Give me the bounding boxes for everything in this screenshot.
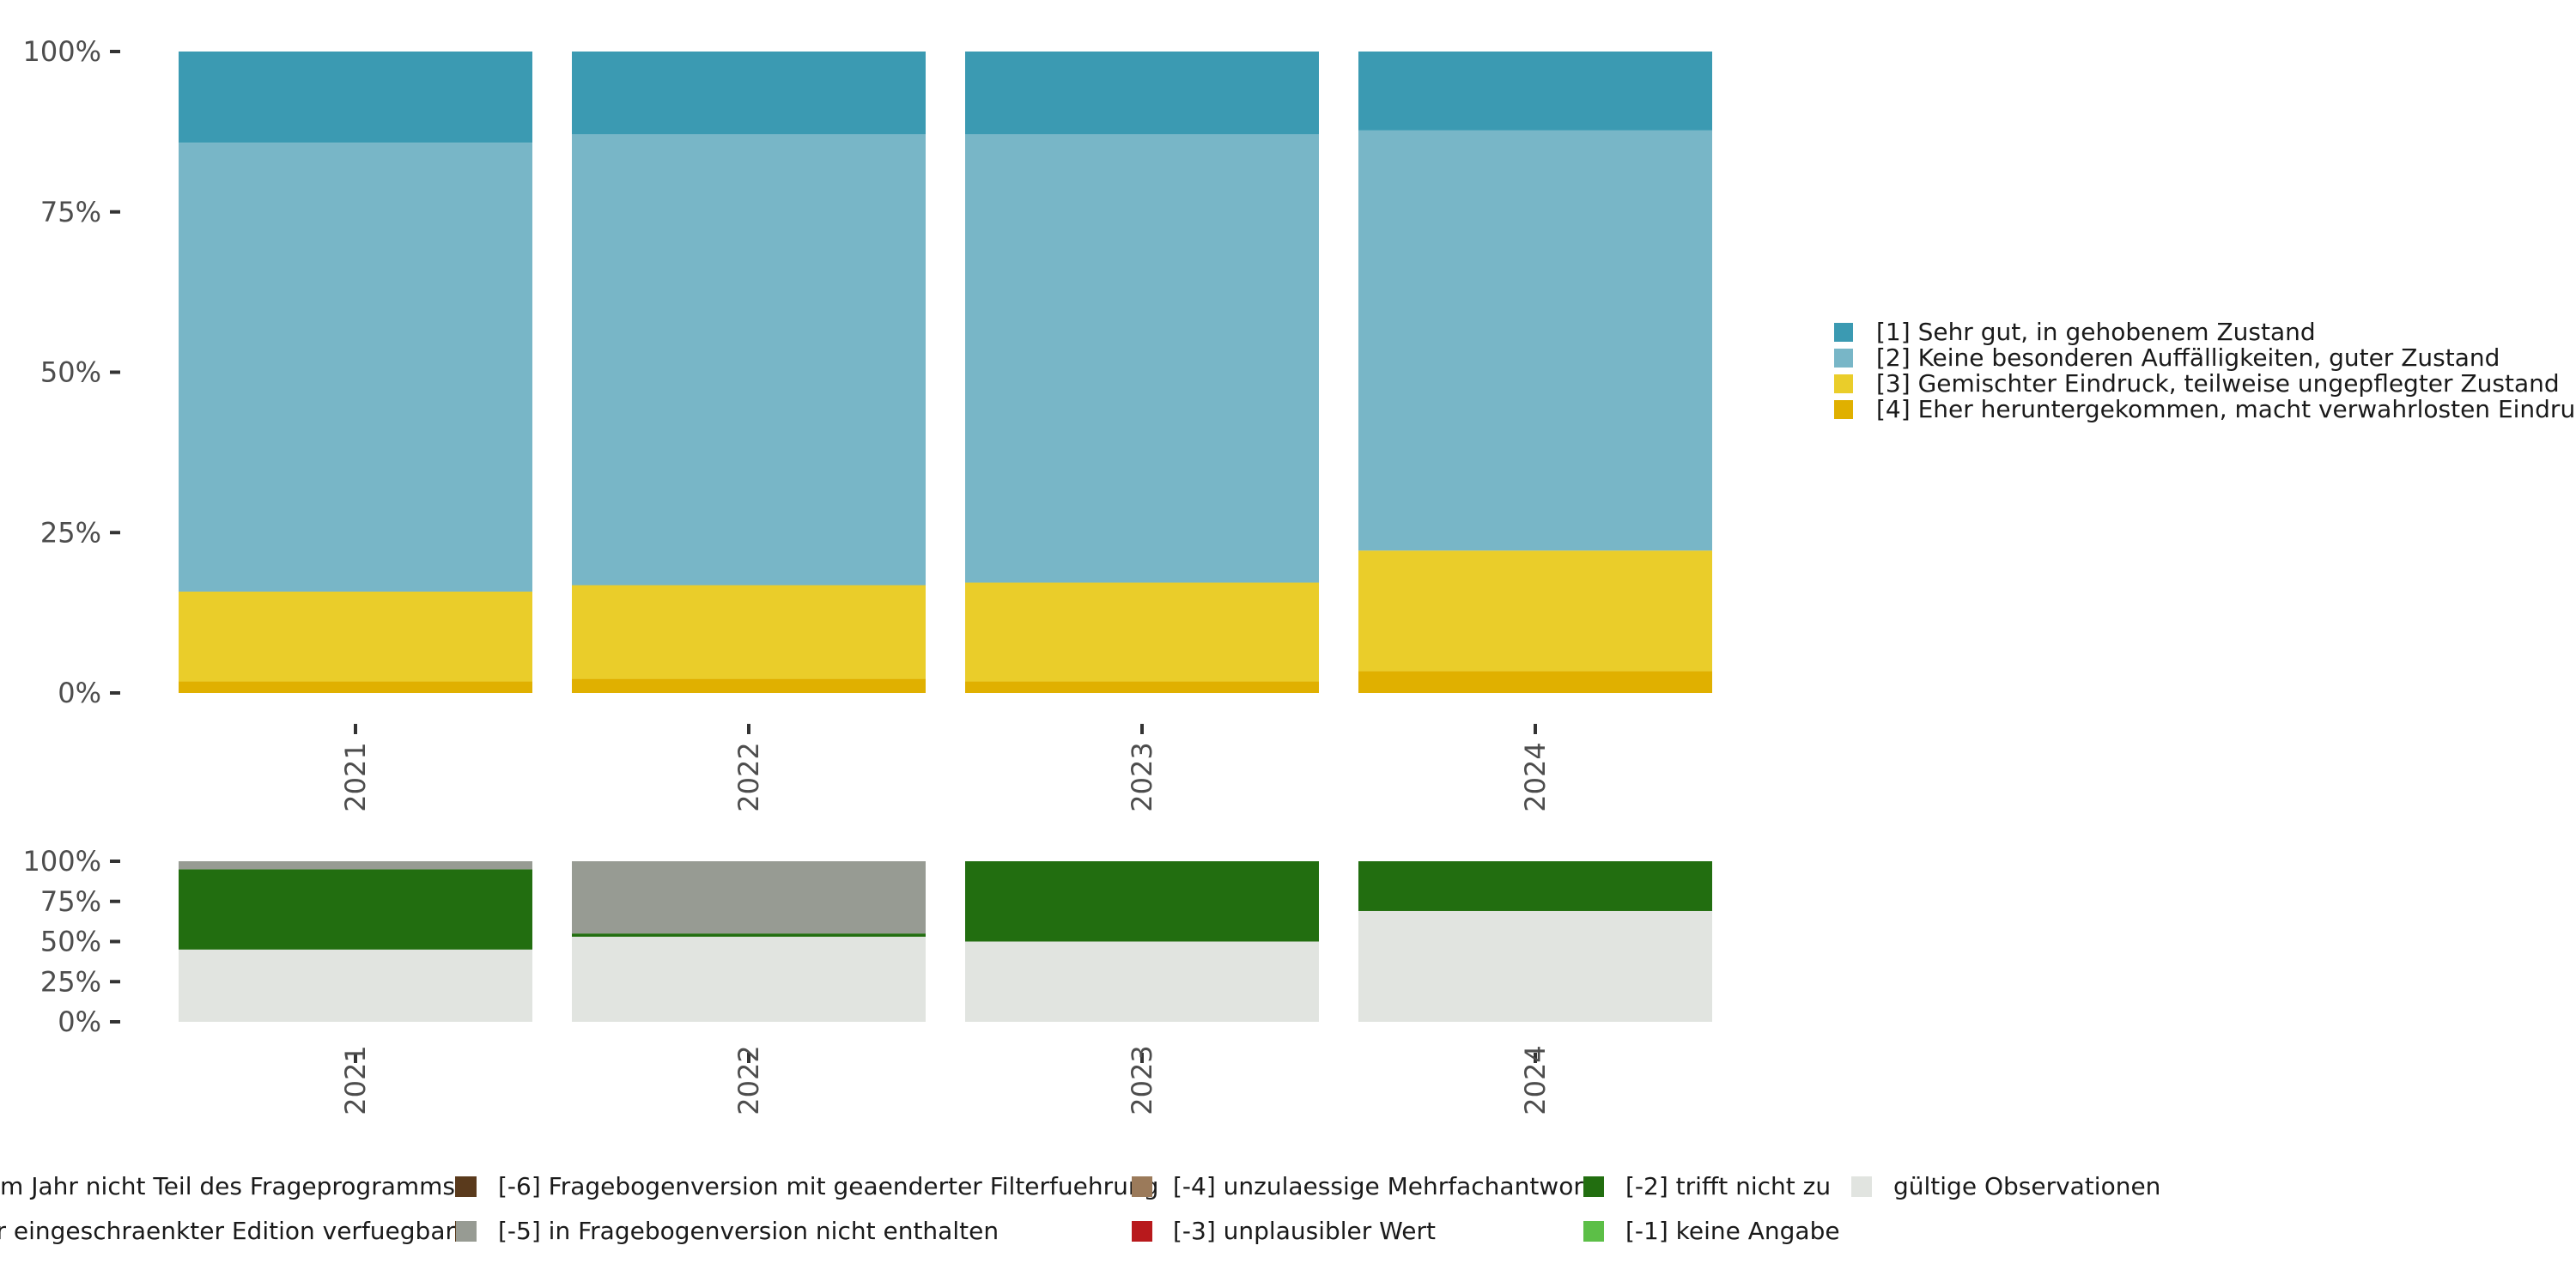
bottom-bar-2022-series-0[interactable] xyxy=(572,936,926,1022)
top-x-tick-label: 2021 xyxy=(339,742,372,811)
top-y-tick-label: 0% xyxy=(58,677,101,709)
top-bar-2021-series-3[interactable] xyxy=(179,52,532,143)
main-stacked-bar-chart: 0% 25% 50% 75% 100% 2021 2022 2023 2024 xyxy=(23,35,1712,812)
bottom-bar-2021-series-2[interactable] xyxy=(179,861,532,870)
bottom-x-tick-label: 2024 xyxy=(1519,1045,1552,1115)
legend-top: [1] Sehr gut, in gehobenem Zustand[2] Ke… xyxy=(1834,318,2576,423)
top-y-tick-label: 100% xyxy=(23,35,101,68)
legend-top-swatch xyxy=(1834,374,1853,393)
top-bar-2024-series-3[interactable] xyxy=(1358,52,1712,131)
top-bar-2022-series-3[interactable] xyxy=(572,52,926,135)
legend-bottom-swatch xyxy=(456,1176,477,1197)
bottom-y-tick-label: 50% xyxy=(40,926,101,958)
legend-bottom-label: [-1] keine Angabe xyxy=(1625,1217,1840,1245)
top-bar-2023-series-3[interactable] xyxy=(965,52,1319,135)
top-bar-2021-series-0[interactable] xyxy=(179,681,532,693)
top-bar-2024-series-1[interactable] xyxy=(1358,550,1712,671)
top-bar-2023-series-0[interactable] xyxy=(965,681,1319,693)
bottom-y-tick-label: 25% xyxy=(40,965,101,998)
top-x-tick-label: 2024 xyxy=(1519,742,1552,811)
top-bar-2024-series-0[interactable] xyxy=(1358,671,1712,693)
missing-values-bar-chart: 0% 25% 50% 75% 100% 2021 2022 2023 2024 xyxy=(23,845,1712,1115)
bottom-y-tick-label: 0% xyxy=(58,1005,101,1038)
bottom-y-tick-label: 75% xyxy=(40,885,101,918)
bottom-x-tick-label: 2023 xyxy=(1126,1045,1158,1115)
legend-top-label: [4] Eher heruntergekommen, macht verwahr… xyxy=(1876,395,2576,423)
bottom-y-tick-label: 100% xyxy=(23,845,101,878)
top-x-tick-label: 2022 xyxy=(732,742,765,811)
bottom-bar-2024-series-1[interactable] xyxy=(1358,861,1712,911)
legend-top-label: [1] Sehr gut, in gehobenem Zustand xyxy=(1876,318,2316,346)
legend-bottom-label: [-2] trifft nicht zu xyxy=(1625,1172,1831,1200)
legend-bottom-swatch xyxy=(456,1221,477,1242)
bottom-x-tick-label: 2021 xyxy=(339,1045,372,1115)
top-bar-2024-series-2[interactable] xyxy=(1358,130,1712,551)
bottom-bar-2022-series-1[interactable] xyxy=(572,933,926,937)
legend-bottom-label: [-3] unplausibler Wert xyxy=(1173,1217,1436,1245)
top-x-tick-label: 2023 xyxy=(1126,742,1158,811)
top-bar-2023-series-2[interactable] xyxy=(965,134,1319,583)
legend-top-swatch xyxy=(1834,400,1853,419)
legend-top-label: [3] Gemischter Eindruck, teilweise ungep… xyxy=(1876,369,2560,398)
legend-bottom-label: gültige Observationen xyxy=(1893,1172,2160,1200)
legend-bottom-swatch xyxy=(1132,1221,1152,1242)
legend-top-swatch xyxy=(1834,323,1853,342)
top-bar-2021-series-1[interactable] xyxy=(179,591,532,682)
legend-bottom-label: [-5] in Fragebogenversion nicht enthalte… xyxy=(498,1217,999,1245)
bottom-bar-2024-series-0[interactable] xyxy=(1358,910,1712,1022)
top-bar-2022-series-0[interactable] xyxy=(572,678,926,693)
top-bar-2021-series-2[interactable] xyxy=(179,143,532,592)
bottom-x-tick-label: 2022 xyxy=(732,1045,765,1115)
top-y-tick-label: 25% xyxy=(40,516,101,549)
top-bar-2022-series-1[interactable] xyxy=(572,585,926,679)
legend-bottom-label: [-4] unzulaessige Mehrfachantwort xyxy=(1173,1172,1593,1200)
bottom-bar-2023-series-1[interactable] xyxy=(965,861,1319,942)
bottom-bar-2021-series-0[interactable] xyxy=(179,949,532,1022)
legend-bottom-swatch xyxy=(1583,1221,1604,1242)
legend-top-label: [2] Keine besonderen Auffälligkeiten, gu… xyxy=(1876,343,2500,372)
bottom-bar-2022-series-2[interactable] xyxy=(572,861,926,934)
legend-bottom: [-8] in diesem Jahr nicht Teil des Frage… xyxy=(0,1172,2160,1245)
top-bar-2022-series-2[interactable] xyxy=(572,134,926,586)
legend-bottom-label: [-7] nur in weniger eingeschraenkter Edi… xyxy=(0,1217,455,1245)
top-y-tick-label: 75% xyxy=(40,196,101,228)
top-y-tick-label: 50% xyxy=(40,356,101,389)
legend-bottom-swatch xyxy=(1132,1176,1152,1197)
bottom-bar-2023-series-0[interactable] xyxy=(965,941,1319,1023)
legend-bottom-swatch xyxy=(1851,1176,1872,1197)
legend-bottom-swatch xyxy=(1583,1176,1604,1197)
legend-bottom-label: [-6] Fragebogenversion mit geaenderter F… xyxy=(498,1172,1158,1200)
legend-top-swatch xyxy=(1834,349,1853,368)
legend-bottom-label: [-8] in diesem Jahr nicht Teil des Frage… xyxy=(0,1172,455,1200)
bottom-bar-2021-series-1[interactable] xyxy=(179,869,532,950)
top-bar-2023-series-1[interactable] xyxy=(965,582,1319,682)
